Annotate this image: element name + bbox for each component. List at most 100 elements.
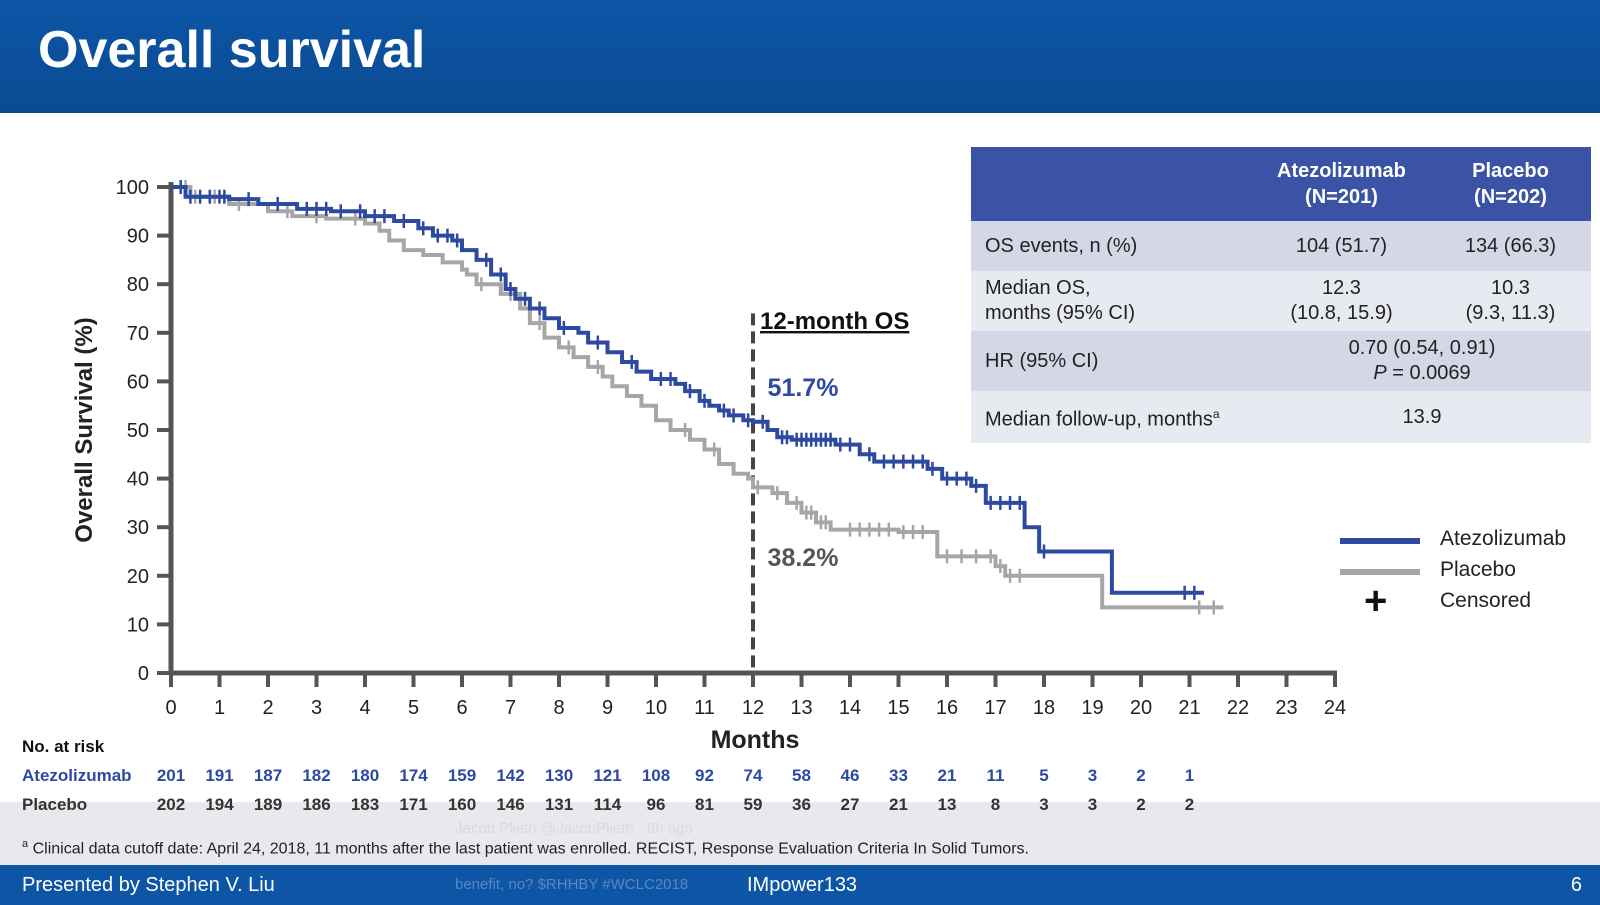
x-tick-label: 5	[408, 697, 419, 719]
risk-value-placebo: 81	[695, 795, 714, 814]
risk-value-atezolizumab: 130	[544, 766, 574, 785]
y-tick-label: 0	[138, 663, 149, 685]
x-tick-label: 2	[262, 697, 273, 719]
x-tick-label: 3	[311, 697, 322, 719]
risk-value-atezolizumab: 182	[302, 766, 331, 785]
risk-value-placebo: 27	[840, 795, 860, 814]
study-name: IMpower133	[747, 874, 858, 896]
follow-up-value: 13.9	[1253, 391, 1591, 443]
y-axis-label: Overall Survival (%)	[71, 317, 98, 542]
table-row: Median follow-up, monthsa 13.9	[971, 391, 1591, 443]
risk-value-placebo: 2	[1136, 795, 1146, 814]
placebo-12-month-annotation: 38.2%	[768, 544, 839, 572]
risk-value-atezolizumab: 108	[641, 766, 671, 785]
atezolizumab-line-swatch	[1340, 538, 1420, 544]
x-tick-label: 16	[936, 697, 958, 719]
header-placebo: Placebo (N=202)	[1429, 147, 1591, 221]
x-tick-label: 1	[214, 697, 225, 719]
risk-value-atezolizumab: 46	[840, 766, 860, 785]
placebo-value: 134 (66.3)	[1429, 221, 1591, 271]
risk-value-placebo: 36	[792, 795, 811, 814]
x-tick-label: 8	[553, 697, 564, 719]
y-tick-label: 80	[127, 274, 149, 296]
overlay-text: benefit, no? $RHHBY #WCLC2018	[455, 876, 689, 893]
x-tick-label: 11	[694, 697, 715, 719]
atezolizumab-survival-line	[171, 185, 1205, 595]
slide-header: Overall survival	[0, 0, 1600, 113]
x-tick-label: 15	[887, 697, 909, 719]
row-label: Median OS, months (95% CI)	[971, 271, 1253, 331]
risk-value-atezolizumab: 174	[399, 766, 428, 785]
risk-value-placebo: 13	[937, 795, 957, 814]
risk-value-atezolizumab: 159	[447, 766, 477, 785]
x-tick-label: 10	[645, 697, 667, 719]
page-number: 6	[1570, 874, 1582, 896]
risk-value-atezolizumab: 92	[695, 766, 714, 785]
presenter: Presented by Stephen V. Liu	[22, 874, 275, 896]
y-tick-label: 50	[127, 420, 149, 442]
risk-value-placebo: 183	[350, 795, 380, 814]
risk-value-atezolizumab: 1	[1184, 766, 1195, 785]
x-tick-label: 23	[1275, 697, 1297, 719]
censored-icon: +	[1364, 579, 1388, 623]
risk-value-placebo: 59	[743, 795, 763, 814]
risk-row-atezolizumab-label: Atezolizumab	[22, 766, 132, 785]
y-tick-label: 100	[116, 177, 149, 199]
x-tick-label: 13	[790, 697, 812, 719]
x-tick-label: 18	[1033, 697, 1055, 719]
x-axis-label: Months	[711, 726, 800, 754]
risk-value-placebo: 160	[447, 795, 477, 814]
x-tick-label: 4	[359, 697, 370, 719]
risk-value-placebo: 146	[496, 795, 525, 814]
x-tick-label: 7	[505, 697, 516, 719]
x-tick-label: 24	[1324, 697, 1346, 719]
row-label: OS events, n (%)	[971, 221, 1253, 271]
os-summary-table: Atezolizumab (N=201) Placebo (N=202) OS ev…	[971, 147, 1591, 443]
risk-value-placebo: 2	[1184, 795, 1195, 814]
risk-value-atezolizumab: 3	[1087, 766, 1098, 785]
risk-value-atezolizumab: 5	[1039, 766, 1049, 785]
risk-value-placebo: 202	[156, 795, 186, 814]
y-tick-label: 70	[127, 323, 149, 345]
risk-value-atezolizumab: 191	[205, 766, 234, 785]
y-tick-label: 30	[127, 517, 149, 539]
atezo-value: 12.3 (10.8, 15.9)	[1253, 271, 1430, 331]
risk-value-placebo: 194	[205, 795, 234, 814]
footnote: a Clinical data cutoff date: April 24, 2…	[22, 838, 1029, 858]
x-tick-label: 20	[1130, 697, 1152, 719]
x-tick-label: 12	[742, 697, 764, 719]
risk-value-placebo: 131	[544, 795, 574, 814]
placebo-survival-line	[171, 185, 1224, 610]
placebo-value: 10.3 (9.3, 11.3)	[1429, 271, 1591, 331]
row-label: HR (95% CI)	[971, 331, 1253, 391]
risk-value-atezolizumab: 2	[1136, 766, 1146, 785]
risk-value-atezolizumab: 11	[986, 766, 1005, 785]
atezolizumab-12-month-annotation: 51.7%	[768, 374, 839, 402]
risk-value-atezolizumab: 21	[937, 766, 957, 785]
placebo-line-swatch	[1340, 569, 1420, 575]
header-atezolizumab: Atezolizumab (N=201)	[1253, 147, 1430, 221]
table-row: HR (95% CI) 0.70 (0.54, 0.91) P = 0.0069	[971, 331, 1591, 391]
x-tick-label: 14	[839, 697, 861, 719]
atezo-value: 104 (51.7)	[1253, 221, 1430, 271]
y-tick-label: 10	[127, 614, 149, 636]
risk-value-atezolizumab: 142	[496, 766, 525, 785]
twelve-month-os-label: 12-month OS	[760, 308, 909, 335]
table-row: Median OS, months (95% CI) 12.3 (10.8, 15.…	[971, 271, 1591, 331]
risk-table-title: No. at risk	[22, 737, 105, 756]
x-tick-label: 21	[1178, 697, 1200, 719]
risk-value-placebo: 21	[889, 795, 908, 814]
risk-value-atezolizumab: 187	[253, 766, 283, 785]
footnote-band	[0, 802, 1600, 865]
risk-row-placebo-label: Placebo	[22, 795, 88, 814]
risk-value-atezolizumab: 121	[593, 766, 622, 785]
hr-value: 0.70 (0.54, 0.91) P = 0.0069	[1253, 331, 1591, 391]
risk-value-placebo: 8	[990, 795, 1001, 814]
table-row: OS events, n (%) 104 (51.7) 134 (66.3)	[971, 221, 1591, 271]
risk-value-placebo: 114	[593, 795, 622, 814]
x-tick-label: 9	[602, 697, 613, 719]
row-label: Median follow-up, monthsa	[971, 391, 1253, 443]
risk-value-atezolizumab: 58	[792, 766, 811, 785]
y-tick-label: 40	[127, 469, 149, 491]
